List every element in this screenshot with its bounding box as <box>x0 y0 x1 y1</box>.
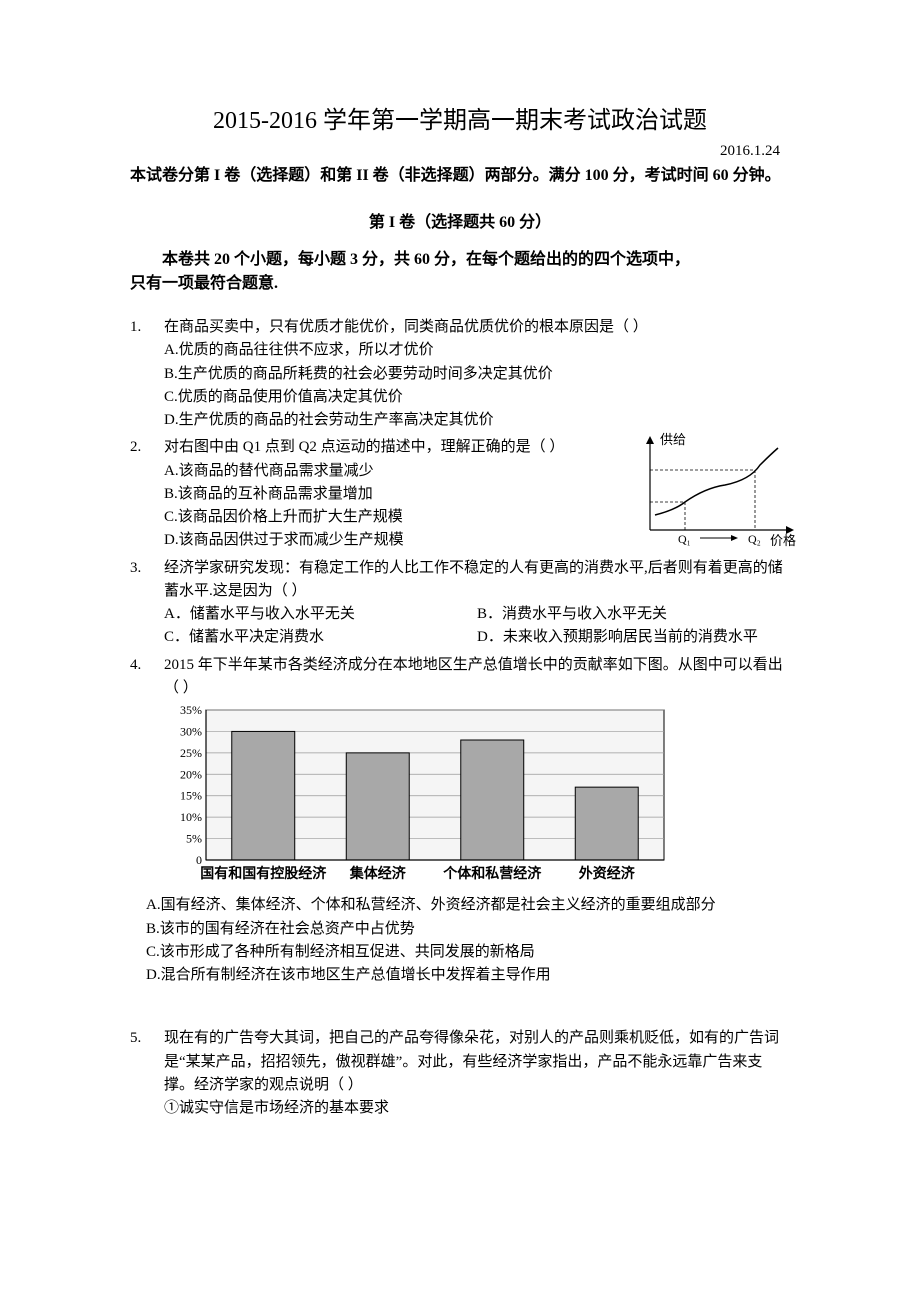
svg-text:25%: 25% <box>180 746 202 760</box>
q4-opt-c: C.该市形成了各种所有制经济相互促进、共同发展的新格局 <box>146 941 790 964</box>
q3-opt-c: C．储蓄水平决定消费水 <box>164 626 477 649</box>
q1-stem: 在商品买卖中，只有优质才能优价，同类商品优质优价的根本原因是（ ） <box>164 316 790 339</box>
x-axis-label: 价格 <box>770 533 796 548</box>
question-4: 2015 年下半年某市各类经济成分在本地地区生产总值增长中的贡献率如下图。从图中… <box>130 654 790 988</box>
svg-text:外资经济: 外资经济 <box>579 865 636 882</box>
exam-date: 2016.1.24 <box>130 143 790 160</box>
instructions-line2: 只有一项最符合题意. <box>130 272 790 296</box>
q2-tick: Q₂ <box>748 532 761 546</box>
section-1-title: 第 I 卷（选择题共 60 分） <box>130 208 790 232</box>
question-2: 对右图中由 Q1 点到 Q2 点运动的描述中，理解正确的是（ ） A.该商品的替… <box>130 436 790 552</box>
q3-opt-b: B．消费水平与收入水平无关 <box>477 603 790 626</box>
q4-opt-d: D.混合所有制经济在该市地区生产总值增长中发挥着主导作用 <box>146 964 790 987</box>
question-list: 在商品买卖中，只有优质才能优价，同类商品优质优价的根本原因是（ ） A.优质的商… <box>130 316 790 1120</box>
instructions-line1: 本卷共 20 个小题，每小题 3 分，共 60 分，在每个题给出的的四个选项中， <box>162 251 690 268</box>
svg-text:30%: 30% <box>180 724 202 738</box>
svg-text:35%: 35% <box>180 704 202 717</box>
q1-opt-d: D.生产优质的商品的社会劳动生产率高决定其优价 <box>164 409 790 432</box>
svg-text:5%: 5% <box>186 832 202 846</box>
q4-options: A.国有经济、集体经济、个体和私营经济、外资经济都是社会主义经济的重要组成部分 … <box>146 894 790 987</box>
supply-curve-chart: 供给 Q₁ Q₂ 价格 <box>630 430 800 550</box>
q1-opt-b: B.生产优质的商品所耗费的社会必要劳动时间多决定其优价 <box>164 363 790 386</box>
q3-opt-d: D．未来收入预期影响居民当前的消费水平 <box>477 626 790 649</box>
q1-opt-a: A.优质的商品往往供不应求，所以才优价 <box>164 339 790 362</box>
q3-opt-a: A．储蓄水平与收入水平无关 <box>164 603 477 626</box>
q5-stem: 现在有的广告夸大其词，把自己的产品夸得像朵花，对别人的产品则乘机贬低，如有的广告… <box>164 1027 790 1097</box>
q3-options: A．储蓄水平与收入水平无关 B．消费水平与收入水平无关 C．储蓄水平决定消费水 … <box>164 603 790 650</box>
svg-text:集体经济: 集体经济 <box>349 865 407 882</box>
supply-label: 供给 <box>660 432 686 447</box>
question-5: 现在有的广告夸大其词，把自己的产品夸得像朵花，对别人的产品则乘机贬低，如有的广告… <box>130 1027 790 1120</box>
q1-opt-c: C.优质的商品使用价值高决定其优价 <box>164 386 790 409</box>
svg-text:15%: 15% <box>180 789 202 803</box>
svg-text:个体和私营经济: 个体和私营经济 <box>442 865 542 882</box>
q3-stem: 经济学家研究发现：有稳定工作的人比工作不稳定的人有更高的消费水平,后者则有着更高… <box>164 557 790 604</box>
svg-text:0: 0 <box>196 853 202 867</box>
svg-text:10%: 10% <box>180 810 202 824</box>
svg-text:国有和国有控股经济: 国有和国有控股经济 <box>200 865 327 882</box>
q1-options: A.优质的商品往往供不应求，所以才优价 B.生产优质的商品所耗费的社会必要劳动时… <box>164 339 790 432</box>
exam-page: 2015-2016 学年第一学期高一期末考试政治试题 2016.1.24 本试卷… <box>0 0 920 1164</box>
q4-stem: 2015 年下半年某市各类经济成分在本地地区生产总值增长中的贡献率如下图。从图中… <box>164 654 790 701</box>
q4-opt-b: B.该市的国有经济在社会总资产中占优势 <box>146 918 790 941</box>
bar-chart: 0 5% 10% 15% 20% 25% 30% 35% 国有和国有控股经济 集体经济 个体和私营经… <box>164 704 790 892</box>
page-title: 2015-2016 学年第一学期高一期末考试政治试题 <box>130 100 790 135</box>
svg-text:20%: 20% <box>180 767 202 781</box>
question-1: 在商品买卖中，只有优质才能优价，同类商品优质优价的根本原因是（ ） A.优质的商… <box>130 316 790 432</box>
q4-opt-a: A.国有经济、集体经济、个体和私营经济、外资经济都是社会主义经济的重要组成部分 <box>146 894 790 917</box>
instructions: 本卷共 20 个小题，每小题 3 分，共 60 分，在每个题给出的的四个选项中，… <box>130 248 790 296</box>
q1-tick: Q₁ <box>678 532 691 546</box>
q5-s1: ①诚实守信是市场经济的基本要求 <box>164 1097 790 1120</box>
intro-text: 本试卷分第 I 卷（选择题）和第 II 卷（非选择题）两部分。满分 100 分，… <box>130 164 790 188</box>
question-3: 经济学家研究发现：有稳定工作的人比工作不稳定的人有更高的消费水平,后者则有着更高… <box>130 557 790 650</box>
